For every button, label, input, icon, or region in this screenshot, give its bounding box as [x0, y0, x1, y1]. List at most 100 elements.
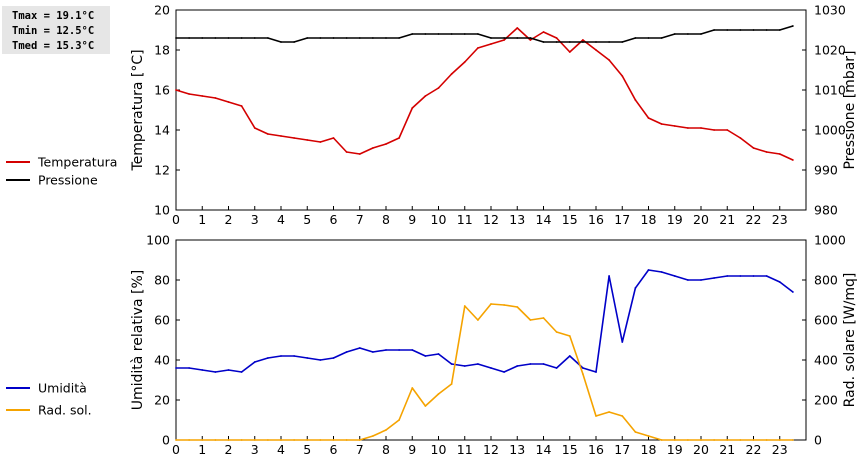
y-tick-label-right: 600 — [814, 313, 838, 328]
y-tick-label-left: 16 — [154, 83, 170, 98]
data-point — [253, 37, 256, 39]
data-point — [280, 355, 282, 357]
data-point — [450, 363, 453, 365]
x-tick-label: 12 — [483, 442, 499, 457]
x-tick-label: 3 — [251, 212, 259, 227]
data-point — [227, 439, 230, 441]
data-point — [201, 369, 204, 371]
data-point — [634, 287, 637, 289]
data-point — [542, 363, 545, 365]
data-point — [240, 439, 243, 441]
data-point — [293, 41, 296, 43]
data-point — [621, 75, 624, 77]
data-point — [175, 37, 177, 39]
data-point — [542, 31, 545, 33]
data-point — [385, 143, 387, 145]
stats-box: Tmax = 19.1°C Tmin = 12.5°C Tmed = 15.3°… — [2, 6, 110, 54]
x-tick-label: 1 — [198, 442, 206, 457]
data-point — [660, 37, 663, 39]
data-point — [739, 137, 742, 139]
x-tick-label: 7 — [356, 442, 364, 457]
y-tick-label-right: 1020 — [814, 43, 846, 58]
tmin-label: Tmin = 12.5°C — [12, 25, 95, 37]
data-point — [634, 99, 637, 101]
data-point — [214, 371, 217, 373]
data-point — [214, 439, 217, 441]
data-point — [371, 351, 374, 353]
data-point — [608, 41, 611, 43]
y-tick-label-left: 20 — [154, 393, 170, 408]
data-point — [280, 439, 282, 441]
data-point — [555, 367, 558, 369]
data-point — [503, 371, 506, 373]
x-tick-label: 15 — [562, 212, 578, 227]
data-point — [713, 129, 716, 131]
x-tick-label: 9 — [408, 442, 416, 457]
data-point — [765, 439, 768, 441]
data-point — [490, 37, 492, 39]
y-axis-title-right: Rad. solare [W/mq] — [842, 273, 858, 408]
x-tick-label: 15 — [562, 442, 578, 457]
data-point — [673, 275, 676, 277]
data-point — [188, 367, 191, 369]
data-point — [555, 41, 558, 43]
data-point — [647, 269, 650, 271]
data-point — [713, 439, 716, 441]
x-tick-label: 17 — [614, 212, 630, 227]
data-point — [266, 133, 269, 135]
data-point — [450, 73, 453, 75]
data-point — [516, 306, 519, 308]
x-tick-label: 4 — [277, 442, 285, 457]
y-tick-label-left: 12 — [154, 163, 170, 178]
data-point — [476, 363, 479, 365]
y-tick-label-left: 0 — [162, 433, 170, 448]
data-point — [621, 415, 624, 417]
x-tick-label: 10 — [431, 212, 447, 227]
data-point — [253, 361, 256, 363]
data-point — [476, 47, 479, 49]
data-point — [634, 37, 637, 39]
data-point — [476, 33, 479, 35]
data-point — [437, 33, 440, 35]
y-tick-label-right: 800 — [814, 273, 838, 288]
data-point — [778, 439, 781, 441]
y-tick-label-left: 40 — [154, 353, 170, 368]
y-tick-label-left: 18 — [154, 43, 170, 58]
data-point — [686, 33, 689, 35]
data-point — [647, 435, 650, 437]
data-point — [306, 439, 309, 441]
data-point — [608, 275, 611, 277]
data-point — [437, 353, 440, 355]
plot-frame — [175, 239, 807, 441]
data-point — [739, 29, 742, 31]
data-point — [319, 141, 322, 143]
data-point — [385, 349, 387, 351]
y-tick-label-right: 0 — [814, 433, 822, 448]
data-point — [227, 101, 230, 103]
x-tick-label: 16 — [588, 212, 604, 227]
data-point — [516, 37, 519, 39]
data-point — [437, 393, 440, 395]
data-point — [686, 439, 689, 441]
data-point — [450, 383, 453, 385]
x-tick-label: 20 — [693, 212, 709, 227]
data-point — [398, 419, 401, 421]
y-tick-label-left: 20 — [154, 3, 170, 18]
data-point — [503, 304, 506, 306]
data-point — [358, 347, 361, 349]
data-point — [398, 37, 401, 39]
data-point — [490, 43, 492, 45]
data-point — [358, 153, 361, 155]
data-point — [450, 33, 453, 35]
series-line-umidit- — [176, 269, 794, 373]
data-point — [673, 33, 676, 35]
data-point — [555, 331, 558, 333]
x-tick-label: 22 — [746, 442, 762, 457]
data-point — [765, 275, 768, 277]
x-tick-label: 14 — [536, 442, 552, 457]
x-tick-label: 6 — [330, 212, 338, 227]
x-tick-label: 23 — [772, 442, 788, 457]
data-point — [595, 49, 597, 51]
x-tick-label: 21 — [719, 212, 735, 227]
data-point — [621, 41, 624, 43]
